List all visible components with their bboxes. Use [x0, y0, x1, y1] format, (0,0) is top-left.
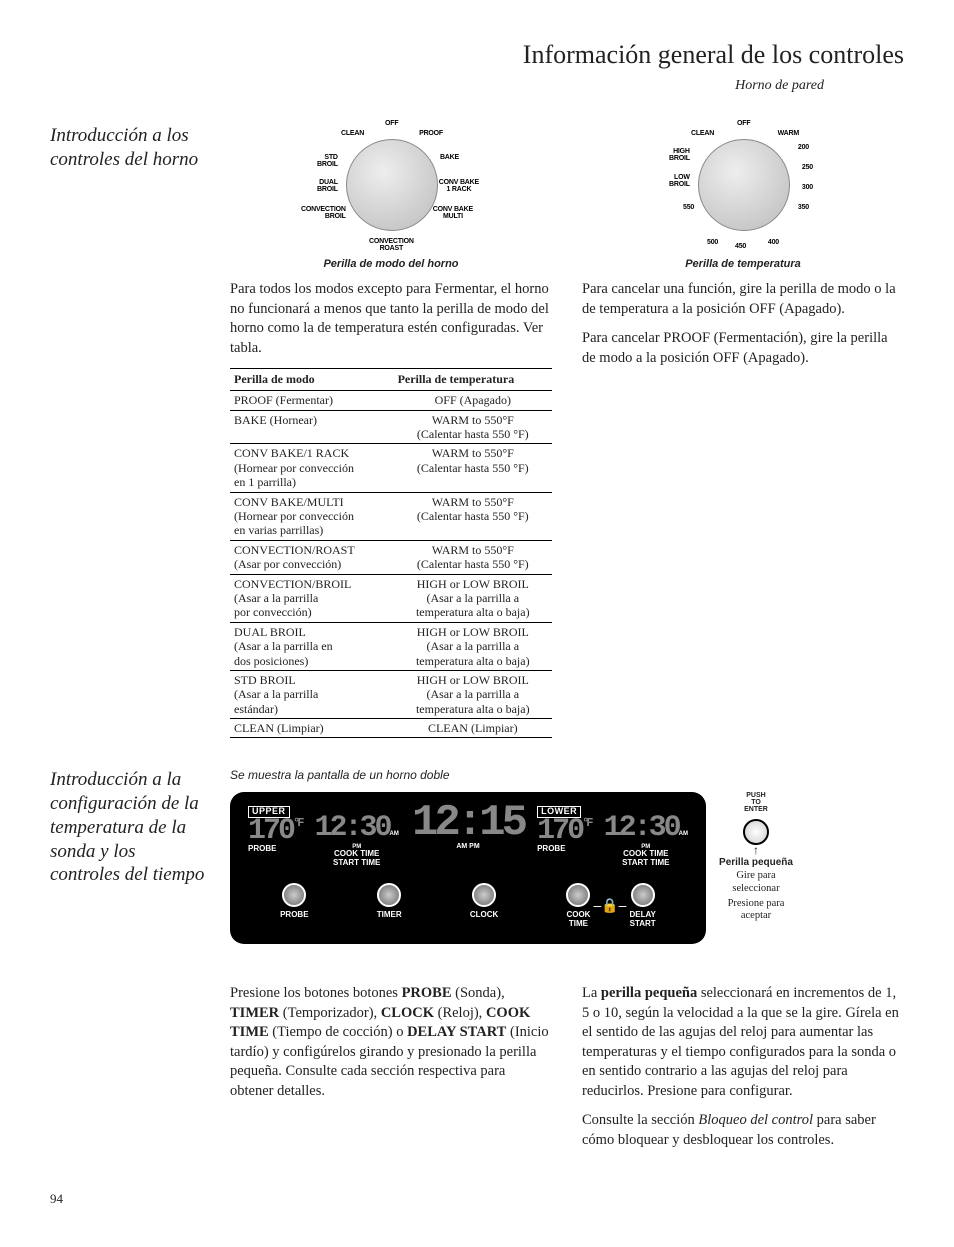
- section-probe-timer: Introducción a la configuración de la te…: [50, 768, 904, 944]
- table-row: CLEAN (Limpiar)CLEAN (Limpiar): [230, 719, 552, 738]
- lock-buttons[interactable]: COOK TIME –🔒– DELAY START: [566, 883, 655, 928]
- upper-time: 12:30: [315, 811, 390, 845]
- table-row: STD BROIL (Asar a la parrilla estándar)H…: [230, 670, 552, 718]
- page-number: 94: [50, 1191, 904, 1207]
- mode-dial: OFF CLEAN PROOF BAKE STD BROIL DUAL BROI…: [331, 124, 451, 244]
- clock-button[interactable]: CLOCK: [470, 883, 498, 928]
- arrow-icon: ↑: [716, 847, 796, 853]
- section-oven-controls: Introducción a los controles del horno O…: [50, 124, 904, 738]
- page-title: Información general de los controles: [50, 40, 904, 70]
- display-caption: Se muestra la pantalla de un horno doble: [230, 768, 904, 782]
- lower-time: 12:30: [604, 811, 679, 845]
- mode-dial-figure: OFF CLEAN PROOF BAKE STD BROIL DUAL BROI…: [230, 124, 552, 270]
- section1-para-b1: Para cancelar una función, gire la peril…: [582, 280, 904, 319]
- upper-probe-label: PROBE: [248, 844, 276, 853]
- mode-table: Perilla de modo Perilla de temperatura P…: [230, 368, 552, 738]
- section1-para-b2: Para cancelar PROOF (Fermentación), gire…: [582, 329, 904, 368]
- section2-para-a: Presione los botones botones PROBE (Sond…: [230, 984, 552, 1101]
- temp-dial-caption: Perilla de temperatura: [582, 258, 904, 270]
- section1-para-a: Para todos los modos excepto para Fermen…: [230, 280, 552, 358]
- small-knob-desc1: Gire para seleccionar: [716, 870, 796, 895]
- table-row: CONVECTION/ROAST (Asar por convección)WA…: [230, 540, 552, 574]
- th-temp: Perilla de temperatura: [394, 369, 552, 391]
- table-row: CONV BAKE/MULTI (Hornear por convección …: [230, 492, 552, 540]
- table-row: PROOF (Fermentar)OFF (Apagado): [230, 391, 552, 410]
- page-subtitle: Horno de pared: [50, 78, 904, 94]
- ampm-label: AM PM: [456, 843, 479, 850]
- mode-dial-caption: Perilla de modo del horno: [230, 258, 552, 270]
- section2-heading: Introducción a la configuración de la te…: [50, 768, 210, 887]
- probe-button[interactable]: PROBE: [280, 883, 308, 928]
- section2-para-b2: Consulte la sección Bloqueo del control …: [582, 1111, 904, 1150]
- display-panel: UPPER 170°F PROBE 12:30AM PM COOK TIME S…: [230, 792, 706, 944]
- small-knob[interactable]: [743, 819, 769, 845]
- section1-heading: Introducción a los controles del horno: [50, 124, 210, 172]
- upper-temp: 170°F: [248, 814, 301, 848]
- table-row: BAKE (Hornear)WARM to 550°F (Calentar ha…: [230, 410, 552, 444]
- small-knob-figure: PUSH TO ENTER ↑ Perilla pequeña Gire par…: [716, 792, 796, 922]
- clock-display: 12:15: [412, 798, 524, 848]
- lower-temp: 170°F: [537, 814, 590, 848]
- table-row: CONVECTION/BROIL (Asar a la parrilla por…: [230, 574, 552, 622]
- lock-icon: –🔒–: [593, 897, 626, 914]
- small-knob-desc2: Presione para aceptar: [716, 898, 796, 923]
- table-row: DUAL BROIL (Asar a la parrilla en dos po…: [230, 622, 552, 670]
- small-knob-caption: Perilla pequeña: [716, 857, 796, 868]
- lower-probe-label: PROBE: [537, 844, 565, 853]
- timer-button[interactable]: TIMER: [377, 883, 402, 928]
- temp-dial-figure: OFF CLEAN WARM 200 HIGH BROIL LOW BROIL …: [582, 124, 904, 270]
- temp-dial: OFF CLEAN WARM 200 HIGH BROIL LOW BROIL …: [683, 124, 803, 244]
- lower-starttime-label: START TIME: [622, 858, 669, 867]
- table-row: CONV BAKE/1 RACK (Hornear por convección…: [230, 444, 552, 492]
- upper-starttime-label: START TIME: [333, 858, 380, 867]
- th-mode: Perilla de modo: [230, 369, 394, 391]
- section2-para-b1: La perilla pequeña seleccionará en incre…: [582, 984, 904, 1101]
- push-to-enter-label: PUSH TO ENTER: [716, 792, 796, 813]
